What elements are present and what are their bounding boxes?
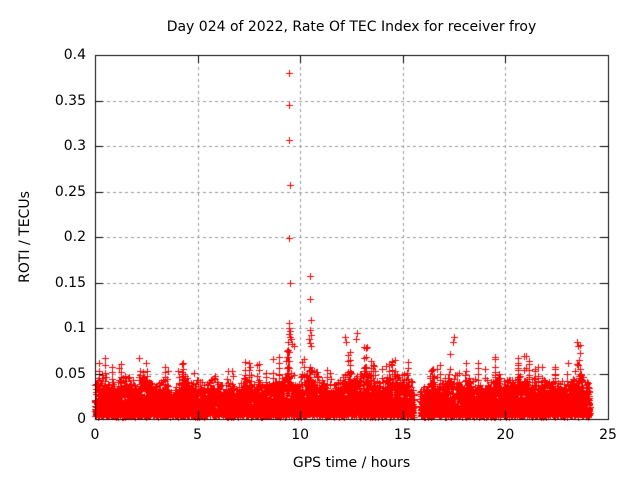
y-tick-label: 0.1 <box>63 320 86 336</box>
x-tick-label: 15 <box>393 427 412 443</box>
y-tick-label: 0.15 <box>54 274 86 291</box>
y-tick-label: 0.05 <box>54 365 86 382</box>
y-tick-label: 0.35 <box>54 92 86 109</box>
x-tick-label: 25 <box>599 427 617 443</box>
y-tick-label: 0.4 <box>63 47 86 63</box>
y-tick-label: 0.25 <box>54 183 86 200</box>
x-axis-label: GPS time / hours <box>292 455 411 471</box>
y-tick-label: 0 <box>77 411 86 427</box>
y-tick-label: 0.3 <box>63 138 86 154</box>
x-tick-label: 0 <box>90 427 100 443</box>
x-tick-label: 20 <box>496 427 515 443</box>
chart-title: Day 024 of 2022, Rate Of TEC Index for r… <box>166 19 537 35</box>
x-tick-label: 10 <box>291 427 310 443</box>
x-tick-label: 5 <box>193 427 203 443</box>
y-tick-label: 0.2 <box>63 229 86 245</box>
